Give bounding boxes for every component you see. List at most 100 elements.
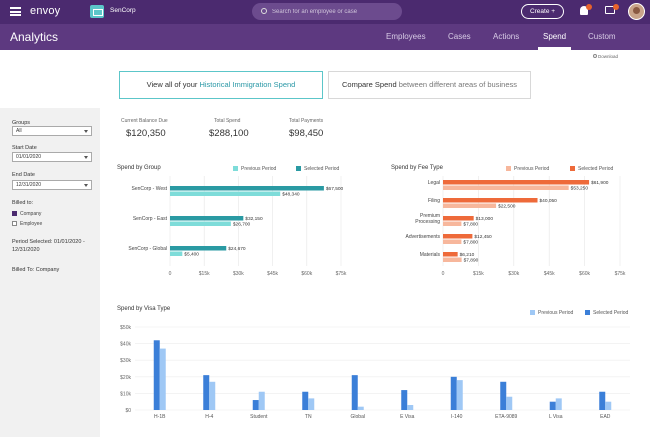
bar-selected <box>450 376 457 410</box>
briefcase-icon[interactable] <box>90 5 104 18</box>
bar-label-selected: $61,900 <box>591 180 609 186</box>
historical-highlight: Historical Immigration Spend <box>199 80 296 89</box>
bar-selected <box>500 381 507 410</box>
bar-label-previous: $7,800 <box>463 222 478 228</box>
bar-selected <box>203 375 210 410</box>
category-label: Student <box>250 414 268 420</box>
category-label: SenCorp - Global <box>128 246 167 252</box>
groups-value: All <box>16 128 22 134</box>
search-bar[interactable] <box>252 3 402 20</box>
tab-custom[interactable]: Custom <box>588 32 616 41</box>
bar-previous <box>357 406 364 410</box>
top-bar: envoy SenCorp Create + <box>0 0 650 24</box>
end-date-label: End Date <box>12 172 35 178</box>
category-label: I-140 <box>451 414 463 420</box>
bar-label-selected: $32,150 <box>245 216 263 222</box>
category-label: Global <box>351 414 365 420</box>
chevron-down-icon <box>84 184 88 187</box>
y-tick-label: $20k <box>120 375 131 381</box>
bar-previous <box>170 221 231 226</box>
page-title: Analytics <box>10 30 59 44</box>
x-tick-label: $45k <box>267 271 278 277</box>
bar-label-previous: $7,800 <box>463 240 478 246</box>
download-link[interactable]: Download <box>598 54 619 59</box>
historical-spend-toggle[interactable]: View all of your Historical Immigration … <box>119 71 323 99</box>
bar-previous <box>170 251 183 256</box>
legend-selected: Selected Period <box>578 166 614 172</box>
bell-icon[interactable] <box>580 6 588 15</box>
bar-label-previous: $48,340 <box>282 192 300 198</box>
bar-label-previous: $53,250 <box>571 186 589 192</box>
category-label: E Visa <box>400 414 415 420</box>
bar-previous <box>456 380 463 410</box>
category-label: Premium <box>420 213 440 219</box>
compare-spend-toggle[interactable]: Compare Spend between different areas of… <box>328 71 531 99</box>
period-selected-text: Period Selected: 01/01/2020 - 12/31/2020 <box>12 239 85 253</box>
group-chart-title: Spend by Group <box>117 165 161 171</box>
x-tick-label: $75k <box>615 271 626 277</box>
active-tab-indicator <box>538 47 571 50</box>
bar-previous <box>258 391 265 410</box>
start-date-field[interactable]: 01/01/2020 <box>12 152 92 162</box>
tab-employees[interactable]: Employees <box>386 32 426 41</box>
bar-label-selected: $40,050 <box>540 198 558 204</box>
billed-to-label: Billed to: <box>12 200 34 206</box>
x-tick-label: $30k <box>508 271 519 277</box>
company-checkbox[interactable] <box>12 211 17 216</box>
bar-previous <box>308 398 315 410</box>
bar-label-selected: $13,000 <box>476 216 494 222</box>
start-date-value: 01/01/2020 <box>16 154 42 160</box>
legend-swatch-selected <box>296 166 301 171</box>
bar-previous <box>170 191 281 196</box>
bar-label-selected: $12,450 <box>474 234 492 240</box>
bar-selected <box>443 180 590 185</box>
y-tick-label: $40k <box>120 342 131 348</box>
visa-chart-title: Spend by Visa Type <box>117 306 171 312</box>
avatar[interactable] <box>628 3 645 20</box>
x-tick-label: $75k <box>336 271 347 277</box>
legend-swatch-selected <box>570 166 575 171</box>
end-date-field[interactable]: 12/31/2020 <box>12 180 92 190</box>
bar-selected <box>170 246 227 251</box>
bar-label-previous: $26,700 <box>233 222 251 228</box>
legend-swatch-previous <box>506 166 511 171</box>
kpi-label-balance: Current Balance Due <box>121 118 168 124</box>
end-date-value: 12/31/2020 <box>16 182 42 188</box>
category-label: L Visa <box>549 414 563 420</box>
envoy-logo[interactable]: envoy <box>30 5 61 17</box>
bar-label-previous: $22,500 <box>498 204 516 210</box>
legend-swatch-previous <box>233 166 238 171</box>
tab-cases[interactable]: Cases <box>448 32 471 41</box>
bar-previous <box>209 381 216 410</box>
download-icon[interactable] <box>593 54 597 58</box>
category-label: Processing <box>415 219 440 225</box>
search-input[interactable] <box>272 6 397 17</box>
x-tick-label: $15k <box>199 271 210 277</box>
sub-header: Analytics Employees Cases Actions Spend … <box>0 24 650 50</box>
category-label: H-1B <box>154 414 166 420</box>
chat-icon[interactable] <box>605 6 615 14</box>
employee-option-label: Employee <box>20 221 43 227</box>
legend-previous: Previous Period <box>514 166 550 172</box>
bar-previous <box>443 221 462 226</box>
y-tick-label: $50k <box>120 325 131 331</box>
bar-selected <box>549 401 556 410</box>
employee-checkbox[interactable] <box>12 221 17 226</box>
company-name[interactable]: SenCorp <box>110 7 136 14</box>
bar-selected <box>443 252 458 257</box>
category-label: SenCorp - East <box>133 216 168 222</box>
tab-actions[interactable]: Actions <box>493 32 520 41</box>
tab-spend[interactable]: Spend <box>543 32 567 41</box>
search-icon <box>261 8 267 14</box>
chevron-down-icon <box>84 156 88 159</box>
bar-label-selected: $6,210 <box>460 252 475 258</box>
category-label: ETA-9089 <box>495 414 517 420</box>
category-label: Filing <box>428 198 440 204</box>
x-tick-label: $45k <box>544 271 555 277</box>
create-button[interactable]: Create + <box>521 4 564 19</box>
x-tick-label: $15k <box>473 271 484 277</box>
groups-select[interactable]: All <box>12 126 92 136</box>
bar-previous <box>443 257 462 262</box>
menu-icon[interactable] <box>10 7 21 16</box>
category-label: EAD <box>600 414 611 420</box>
